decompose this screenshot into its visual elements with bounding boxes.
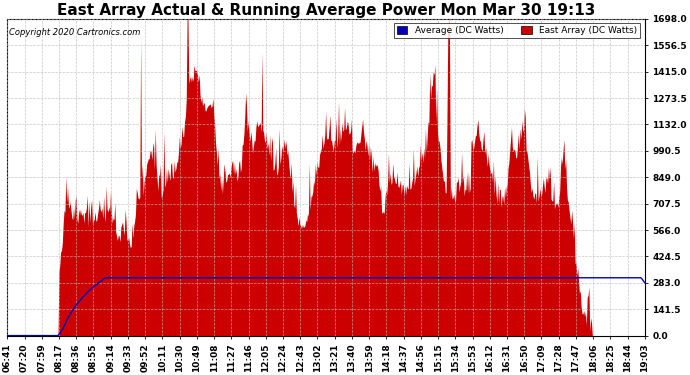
Legend: Average (DC Watts), East Array (DC Watts): Average (DC Watts), East Array (DC Watts… [394,24,640,38]
Text: Copyright 2020 Cartronics.com: Copyright 2020 Cartronics.com [8,28,140,38]
Title: East Array Actual & Running Average Power Mon Mar 30 19:13: East Array Actual & Running Average Powe… [57,3,595,18]
